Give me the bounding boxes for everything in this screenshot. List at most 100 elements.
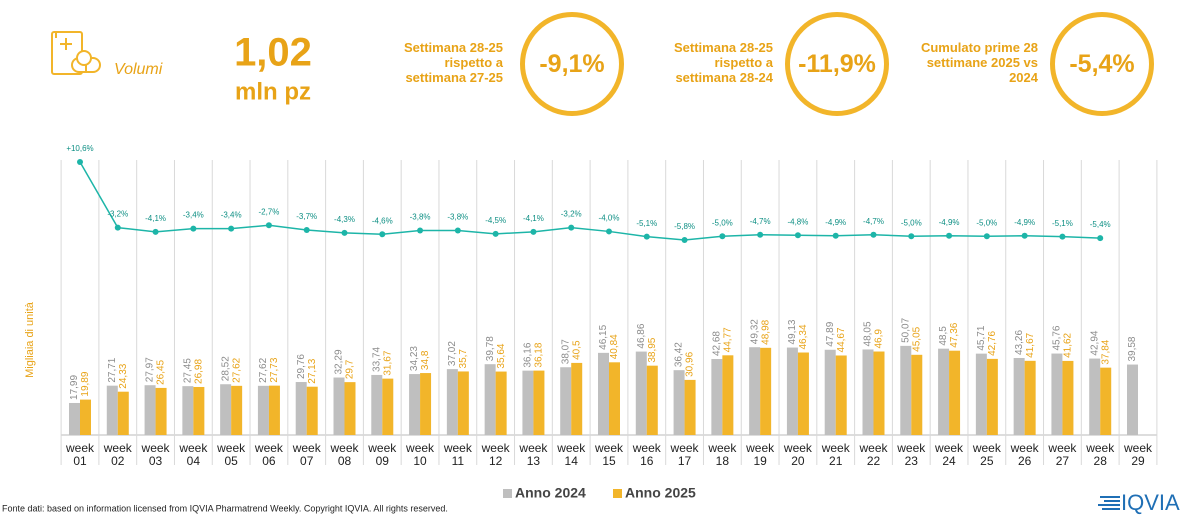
bar bbox=[711, 359, 723, 435]
x-tick-label: week 14 bbox=[557, 441, 586, 468]
bar-value-label: 42,68 bbox=[711, 331, 722, 356]
bar-value-label: 27,71 bbox=[107, 357, 118, 382]
bar bbox=[522, 370, 534, 435]
bar-value-label: 49,13 bbox=[787, 319, 798, 344]
bar bbox=[295, 382, 307, 435]
kpi-value: -5,4% bbox=[1050, 12, 1154, 116]
bar bbox=[220, 384, 232, 435]
change-label: -4,8% bbox=[787, 217, 808, 226]
bar bbox=[182, 386, 194, 435]
bar bbox=[257, 385, 269, 435]
bar-value-label: 44,77 bbox=[722, 327, 733, 352]
x-tick-label: week 26 bbox=[1010, 441, 1039, 468]
change-point bbox=[228, 225, 235, 232]
bar bbox=[786, 347, 798, 435]
bar-value-label: 46,86 bbox=[636, 323, 647, 348]
bar bbox=[193, 386, 205, 435]
change-point bbox=[417, 227, 424, 234]
change-point bbox=[643, 233, 650, 240]
bar bbox=[382, 378, 394, 435]
bar bbox=[1013, 357, 1025, 435]
bar-value-label: 41,67 bbox=[1025, 332, 1036, 357]
x-tick-label: week 03 bbox=[141, 441, 170, 468]
bar bbox=[635, 351, 647, 435]
x-tick-label: week 06 bbox=[254, 441, 283, 468]
bar bbox=[231, 385, 243, 435]
bar bbox=[938, 348, 950, 435]
change-point bbox=[77, 159, 83, 165]
change-label: -3,2% bbox=[561, 210, 582, 219]
change-point bbox=[1059, 233, 1066, 240]
bar bbox=[1062, 360, 1074, 435]
bar-value-label: 49,32 bbox=[749, 319, 760, 344]
bar-value-label: 19,89 bbox=[80, 371, 91, 396]
change-label: -4,1% bbox=[145, 214, 166, 223]
bar bbox=[409, 374, 421, 435]
bar bbox=[495, 371, 507, 435]
bar bbox=[986, 358, 998, 435]
bar bbox=[975, 353, 987, 435]
bar bbox=[911, 354, 923, 435]
bar-value-label: 31,67 bbox=[382, 350, 393, 375]
change-label: -4,9% bbox=[825, 218, 846, 227]
kpi-label: Settimana 28-25 rispetto a settimana 27-… bbox=[404, 40, 503, 85]
x-tick-label: week 23 bbox=[897, 441, 926, 468]
x-tick-label: week 08 bbox=[330, 441, 359, 468]
x-tick-label: week 10 bbox=[406, 441, 435, 468]
change-point bbox=[908, 233, 915, 240]
source: Fonte dati: based on information license… bbox=[2, 503, 448, 513]
x-tick-label: week 28 bbox=[1086, 441, 1115, 468]
bar-value-label: 38,95 bbox=[647, 337, 658, 362]
change-label: -4,9% bbox=[939, 218, 960, 227]
bar bbox=[722, 355, 734, 435]
bar bbox=[1051, 353, 1063, 435]
legend-label: Anno 2025 bbox=[625, 485, 696, 501]
x-tick-label: week 15 bbox=[594, 441, 623, 468]
bar-value-label: 43,26 bbox=[1014, 330, 1025, 355]
x-tick-label: week 07 bbox=[292, 441, 321, 468]
bar-value-label: 41,62 bbox=[1063, 332, 1074, 357]
bar-value-label: 48,05 bbox=[863, 321, 874, 346]
bar-value-label: 36,18 bbox=[534, 342, 545, 367]
bar bbox=[824, 349, 836, 435]
change-label: -5,4% bbox=[1090, 220, 1111, 229]
bar-value-label: 47,89 bbox=[825, 321, 836, 346]
bar bbox=[333, 377, 345, 435]
logo-stripes bbox=[1098, 496, 1120, 510]
bar-value-label: 27,13 bbox=[307, 358, 318, 383]
bar-value-label: 46,9 bbox=[874, 329, 885, 349]
bar bbox=[420, 373, 432, 435]
change-point bbox=[303, 227, 310, 234]
bar bbox=[873, 351, 885, 435]
x-tick-label: week 01 bbox=[65, 441, 94, 468]
change-label: -3,4% bbox=[183, 211, 204, 220]
bar-value-label: 40,5 bbox=[571, 340, 582, 360]
bar bbox=[862, 349, 874, 435]
change-point bbox=[719, 233, 726, 240]
bar-value-label: 50,07 bbox=[900, 317, 911, 342]
bar bbox=[306, 386, 318, 435]
change-label: -4,7% bbox=[750, 217, 771, 226]
change-point bbox=[265, 222, 272, 229]
bar bbox=[1089, 358, 1101, 435]
bar bbox=[835, 355, 847, 435]
bar bbox=[144, 385, 156, 435]
x-tick-label: week 16 bbox=[632, 441, 661, 468]
bar-value-label: 24,33 bbox=[118, 363, 129, 388]
change-point bbox=[454, 227, 461, 234]
bar-value-label: 42,76 bbox=[987, 330, 998, 355]
bar bbox=[609, 362, 620, 435]
x-tick-label: week 20 bbox=[783, 441, 812, 468]
x-tick-label: week 19 bbox=[746, 441, 775, 468]
bar-value-label: 28,52 bbox=[220, 356, 231, 381]
bar bbox=[344, 382, 356, 435]
change-label: -5,0% bbox=[901, 218, 922, 227]
x-tick-label: week 27 bbox=[1048, 441, 1077, 468]
bar-value-label: 39,78 bbox=[485, 336, 496, 361]
bar bbox=[457, 371, 469, 435]
bar bbox=[117, 391, 129, 435]
bar-value-label: 45,76 bbox=[1052, 325, 1063, 350]
bar-value-label: 46,34 bbox=[798, 324, 809, 349]
x-tick-label: week 29 bbox=[1123, 441, 1152, 468]
